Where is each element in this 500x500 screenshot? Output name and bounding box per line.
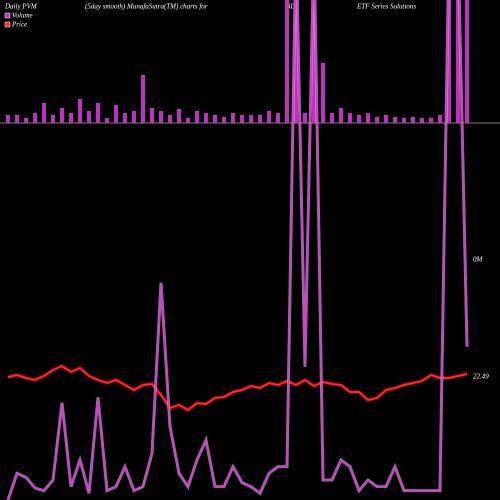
line: [7, 0, 468, 500]
volume-bar: [456, 0, 460, 123]
volume-bar: [411, 117, 415, 123]
volume-bar: [402, 118, 406, 123]
volume-bar: [393, 117, 397, 123]
volume-bar: [447, 0, 451, 123]
volume-bar: [213, 115, 217, 123]
company-name: ETF Series Solutions: [356, 3, 416, 11]
volume-bar: [312, 0, 316, 123]
line: [7, 364, 468, 412]
volume-bar: [285, 0, 289, 123]
legend-label: Volume: [12, 12, 33, 20]
volume-bar: [24, 118, 28, 123]
volume-bar: [249, 115, 253, 123]
volume-bar: [420, 118, 424, 123]
volume-bar: [168, 115, 172, 123]
volume-bar: [177, 109, 181, 123]
volume-bar: [384, 115, 388, 123]
volume-bar: [123, 113, 127, 123]
volume-bar: [141, 75, 145, 123]
volume-bar: [294, 0, 298, 123]
volume-bar: [87, 111, 91, 123]
volume-bar: [330, 113, 334, 123]
volume-bar: [204, 113, 208, 123]
legend-swatch: [4, 12, 11, 19]
volume-bar: [231, 113, 235, 123]
price-label: 22.49: [473, 373, 489, 381]
volume-bar: [96, 103, 100, 123]
legend-label: Price: [11, 21, 27, 29]
volume-label: 0M: [473, 256, 484, 264]
volume-bar: [303, 113, 307, 123]
volume-bar: [6, 115, 10, 123]
volume-bar: [348, 113, 352, 123]
volume-bar: [366, 113, 370, 123]
volume-bar: [42, 103, 46, 123]
volume-bar: [132, 111, 136, 123]
chart-subtitle: (5day smooth) MunafaSutra(TM) charts for: [85, 3, 208, 11]
volume-bar: [267, 111, 271, 123]
line-outline: [6, 0, 469, 500]
volume-bar: [339, 108, 343, 123]
volume-bar: [465, 0, 469, 123]
volume-bar: [276, 113, 280, 123]
volume-bar: [222, 117, 226, 123]
volume-bar: [429, 118, 433, 123]
volume-bar: [15, 115, 19, 123]
volume-bar: [438, 115, 442, 123]
volume-bar: [78, 99, 82, 123]
volume-bar: [150, 108, 154, 123]
volume-bar: [33, 113, 37, 123]
symbol: 3LK: [286, 3, 299, 11]
volume-bar: [195, 111, 199, 123]
volume-bar: [321, 63, 325, 123]
volume-bar: [69, 113, 73, 123]
volume-bar: [186, 118, 190, 123]
volume-bar: [105, 118, 109, 123]
chart-title: Daily PVM: [4, 3, 38, 11]
volume-bar: [357, 115, 361, 123]
volume-bar: [258, 115, 262, 123]
volume-bar: [375, 117, 379, 123]
volume-bar: [51, 115, 55, 123]
volume-bar: [114, 105, 118, 123]
volume-bar: [159, 111, 163, 123]
volume-bar: [60, 108, 64, 123]
volume-bar: [240, 115, 244, 123]
legend-swatch: [4, 21, 11, 28]
